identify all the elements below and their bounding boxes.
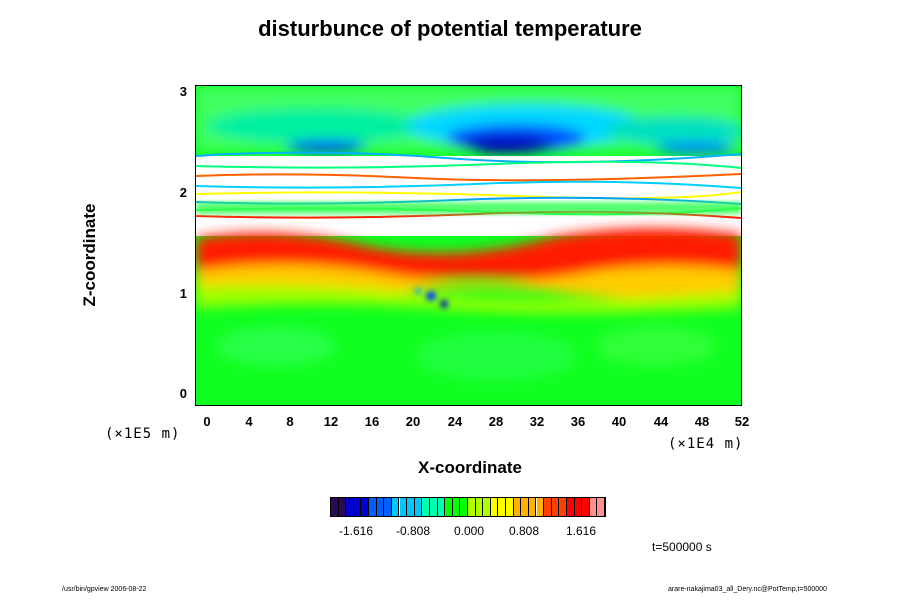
- colorbar-cell: [551, 498, 560, 516]
- x-tick-label: 20: [405, 414, 421, 429]
- colorbar-tick-label: 1.616: [565, 524, 597, 538]
- colorbar-cell: [391, 498, 400, 516]
- heatmap-svg: [196, 86, 741, 405]
- warm-band: [196, 227, 741, 313]
- colorbar-cell: [429, 498, 438, 516]
- colorbar-cell: [544, 498, 552, 516]
- x-axis-label: X-coordinate: [418, 458, 522, 477]
- colorbar-cell: [528, 498, 537, 516]
- colorbar-cell: [422, 498, 430, 516]
- cold-spots: [415, 288, 448, 308]
- colorbar-cell: [346, 498, 354, 516]
- colorbar-tick-label: -0.808: [395, 524, 431, 538]
- x-tick-label: 40: [611, 414, 627, 429]
- upper-layer: [196, 86, 741, 154]
- y-tick-label: 2: [179, 185, 187, 200]
- x-unit-label: (×1E4 m): [668, 436, 744, 452]
- colorbar-cell: [468, 498, 476, 516]
- colorbar-cell: [513, 498, 522, 516]
- y-unit-label: (×1E5 m): [105, 426, 181, 442]
- colorbar-cell: [490, 498, 499, 516]
- colorbar-cell: [536, 498, 545, 516]
- colorbar-cell: [460, 498, 468, 516]
- footer-right: arare-nakajima03_all_Dery.nc@PotTemp,t=5…: [668, 586, 827, 593]
- x-tick-label: 8: [286, 414, 294, 429]
- colorbar-cell: [475, 498, 484, 516]
- x-tick-label: 12: [323, 414, 339, 429]
- colorbar-cell: [506, 498, 514, 516]
- time-annotation: t=500000 s: [652, 540, 712, 554]
- colorbar-cell: [589, 498, 598, 516]
- colorbar-cell: [361, 498, 370, 516]
- colorbar: [330, 497, 606, 517]
- colorbar-cell: [414, 498, 423, 516]
- x-tick-label: 32: [529, 414, 545, 429]
- x-tick-label: 24: [447, 414, 463, 429]
- x-tick-label: 48: [694, 414, 710, 429]
- colorbar-cell: [597, 498, 605, 516]
- colorbar-tick-label: 0.000: [453, 524, 485, 538]
- colorbar-cell: [407, 498, 415, 516]
- lower-layer: [216, 326, 716, 381]
- colorbar-tick-label: 0.808: [508, 524, 540, 538]
- colorbar-cell: [445, 498, 453, 516]
- x-tick-label: 52: [734, 414, 750, 429]
- colorbar-cell: [498, 498, 507, 516]
- colorbar-cell: [483, 498, 491, 516]
- colorbar-cell: [559, 498, 567, 516]
- y-tick-label: 3: [179, 84, 187, 99]
- colorbar-cell: [353, 498, 362, 516]
- colorbar-cell: [574, 498, 583, 516]
- colorbar-cell: [399, 498, 408, 516]
- footer-left: /usr/bin/gpview 2006-08-22: [62, 586, 147, 593]
- x-tick-label: 4: [245, 414, 253, 429]
- x-tick-label: 44: [653, 414, 669, 429]
- heatmap-plot-area: [195, 85, 742, 406]
- x-tick-label: 28: [488, 414, 504, 429]
- saturated-band: [196, 156, 741, 236]
- y-tick-label: 1: [179, 286, 187, 301]
- chart-title: disturbunce of potential temperature: [258, 16, 642, 41]
- colorbar-cell: [331, 498, 339, 516]
- colorbar-cell: [376, 498, 385, 516]
- colorbar-cell: [521, 498, 529, 516]
- colorbar-cell: [452, 498, 461, 516]
- colorbar-cell: [338, 498, 347, 516]
- x-tick-label: 16: [364, 414, 380, 429]
- colorbar-cell: [384, 498, 392, 516]
- x-tick-label: 36: [570, 414, 586, 429]
- colorbar-cell: [566, 498, 575, 516]
- y-axis-label: Z-coordinate: [80, 203, 99, 307]
- colorbar-cell: [437, 498, 446, 516]
- colorbar-tick-label: -1.616: [338, 524, 374, 538]
- colorbar-cell: [582, 498, 590, 516]
- mid-green-band: [196, 202, 741, 214]
- colorbar-cell: [369, 498, 377, 516]
- x-tick-label: 0: [203, 414, 211, 429]
- y-tick-label: 0: [179, 386, 187, 401]
